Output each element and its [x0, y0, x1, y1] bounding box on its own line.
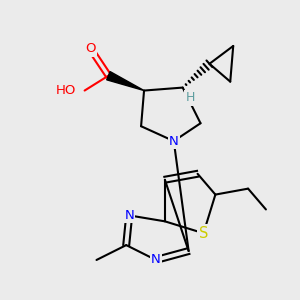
Polygon shape — [107, 72, 144, 91]
Text: N: N — [124, 209, 134, 222]
Text: HO: HO — [55, 84, 76, 97]
Text: H: H — [185, 92, 195, 104]
Text: N: N — [151, 254, 161, 266]
Text: N: N — [169, 135, 179, 148]
Text: O: O — [85, 42, 96, 56]
Text: S: S — [199, 226, 208, 241]
